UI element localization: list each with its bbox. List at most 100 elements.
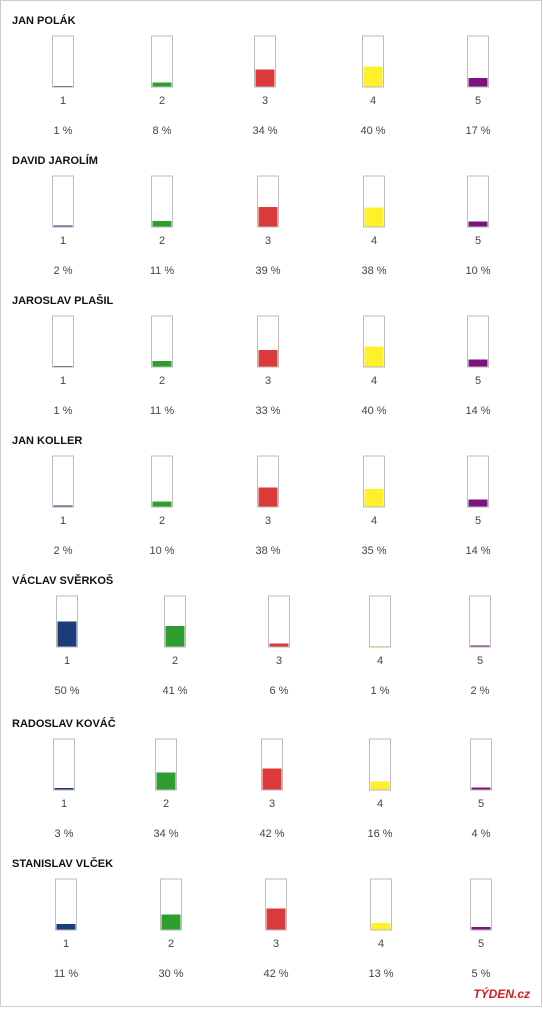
bar	[152, 82, 172, 87]
chart-title: JAROSLAV PLAŠIL	[12, 294, 114, 307]
bar	[152, 361, 172, 367]
chart-title: JAN KOLLER	[12, 435, 82, 447]
bar-box	[470, 878, 492, 931]
value-label: 40 %	[360, 125, 385, 137]
value-label: 4 %	[472, 828, 491, 840]
category-label: 2	[168, 938, 174, 950]
category-label: 4	[377, 655, 383, 667]
value-label: 10 %	[465, 265, 490, 277]
value-label: 14 %	[465, 405, 490, 417]
category-label: 2	[159, 515, 165, 527]
value-label: 10 %	[149, 545, 174, 557]
category-label: 4	[378, 938, 384, 950]
value-label: 11 %	[54, 968, 78, 980]
category-label: 3	[265, 515, 271, 527]
bar-box	[369, 738, 391, 791]
bar	[258, 487, 278, 507]
bar	[56, 924, 76, 930]
bar-box	[151, 315, 173, 368]
bar	[468, 221, 488, 227]
category-label: 3	[265, 235, 271, 247]
bar-box	[467, 455, 489, 508]
value-label: 2 %	[471, 685, 490, 697]
value-label: 16 %	[367, 828, 392, 840]
bar-box	[467, 315, 489, 368]
category-label: 1	[60, 375, 66, 387]
category-label: 5	[478, 798, 484, 810]
value-label: 30 %	[158, 968, 183, 980]
category-label: 5	[475, 95, 481, 107]
category-label: 1	[64, 655, 70, 667]
category-label: 5	[475, 375, 481, 387]
bar	[53, 225, 73, 227]
value-label: 11 %	[150, 405, 174, 417]
category-label: 2	[159, 235, 165, 247]
value-label: 35 %	[361, 545, 386, 557]
chart-title: RADOSLAV KOVÁČ	[12, 717, 116, 730]
bar-box	[55, 878, 77, 931]
value-label: 38 %	[255, 545, 280, 557]
value-label: 39 %	[255, 265, 280, 277]
category-label: 1	[60, 95, 66, 107]
category-label: 3	[273, 938, 279, 950]
bar	[371, 923, 391, 930]
value-label: 42 %	[263, 968, 288, 980]
bar-box	[467, 175, 489, 228]
bar	[57, 621, 77, 647]
value-label: 17 %	[465, 125, 490, 137]
category-label: 3	[265, 375, 271, 387]
category-label: 2	[172, 655, 178, 667]
bar-box	[369, 595, 391, 648]
value-label: 1 %	[54, 125, 73, 137]
category-label: 1	[60, 235, 66, 247]
bar	[258, 207, 278, 227]
value-label: 13 %	[368, 968, 393, 980]
bar-box	[151, 175, 173, 228]
category-label: 1	[61, 798, 67, 810]
category-label: 1	[60, 515, 66, 527]
category-label: 3	[262, 95, 268, 107]
category-label: 5	[477, 655, 483, 667]
value-label: 2 %	[54, 265, 73, 277]
category-label: 4	[371, 235, 377, 247]
bar	[370, 781, 390, 790]
chart-title: STANISLAV VLČEK	[12, 857, 113, 870]
bar	[468, 499, 488, 507]
bar-box	[467, 35, 489, 88]
value-label: 50 %	[54, 685, 79, 697]
category-label: 4	[377, 798, 383, 810]
bar-box	[52, 35, 74, 88]
bar	[165, 626, 185, 647]
bar	[370, 646, 390, 647]
value-label: 34 %	[153, 828, 178, 840]
category-label: 2	[159, 375, 165, 387]
bar	[152, 501, 172, 507]
bar-box	[151, 455, 173, 508]
bar-box	[470, 738, 492, 791]
bar	[364, 207, 384, 227]
bar	[364, 346, 384, 367]
bar	[364, 489, 384, 507]
category-label: 4	[370, 95, 376, 107]
bar	[266, 908, 286, 930]
bar	[156, 772, 176, 790]
value-label: 42 %	[259, 828, 284, 840]
value-label: 41 %	[162, 685, 187, 697]
value-label: 2 %	[54, 545, 73, 557]
bar	[53, 86, 73, 87]
value-label: 1 %	[371, 685, 390, 697]
bar	[54, 788, 74, 790]
bar	[53, 366, 73, 367]
category-label: 4	[371, 375, 377, 387]
bar-box	[52, 315, 74, 368]
category-label: 3	[269, 798, 275, 810]
value-label: 11 %	[150, 265, 174, 277]
chart-title: JAN POLÁK	[12, 14, 76, 27]
bar	[255, 69, 275, 87]
bar-box	[268, 595, 290, 648]
bar-box	[370, 878, 392, 931]
bar	[152, 221, 172, 227]
category-label: 3	[276, 655, 282, 667]
value-label: 5 %	[472, 968, 491, 980]
